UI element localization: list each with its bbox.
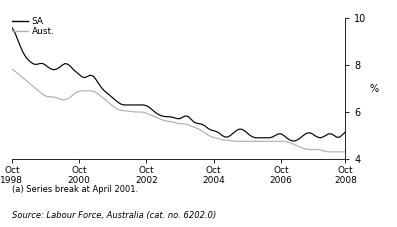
Text: (a) Series break at April 2001.: (a) Series break at April 2001. — [12, 185, 138, 194]
Text: Source: Labour Force, Australia (cat. no. 6202.0): Source: Labour Force, Australia (cat. no… — [12, 211, 216, 220]
Y-axis label: %: % — [369, 84, 378, 94]
Legend: SA, Aust.: SA, Aust. — [12, 17, 55, 36]
